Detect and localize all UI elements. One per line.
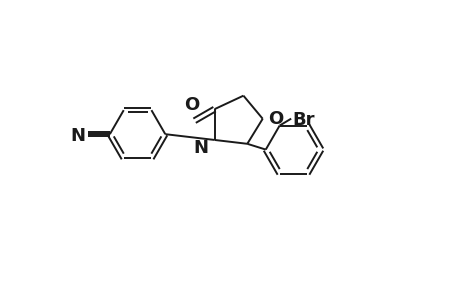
Text: O: O <box>268 110 283 128</box>
Text: N: N <box>70 127 85 145</box>
Text: Br: Br <box>292 111 314 129</box>
Text: N: N <box>193 139 208 157</box>
Text: O: O <box>184 96 199 114</box>
